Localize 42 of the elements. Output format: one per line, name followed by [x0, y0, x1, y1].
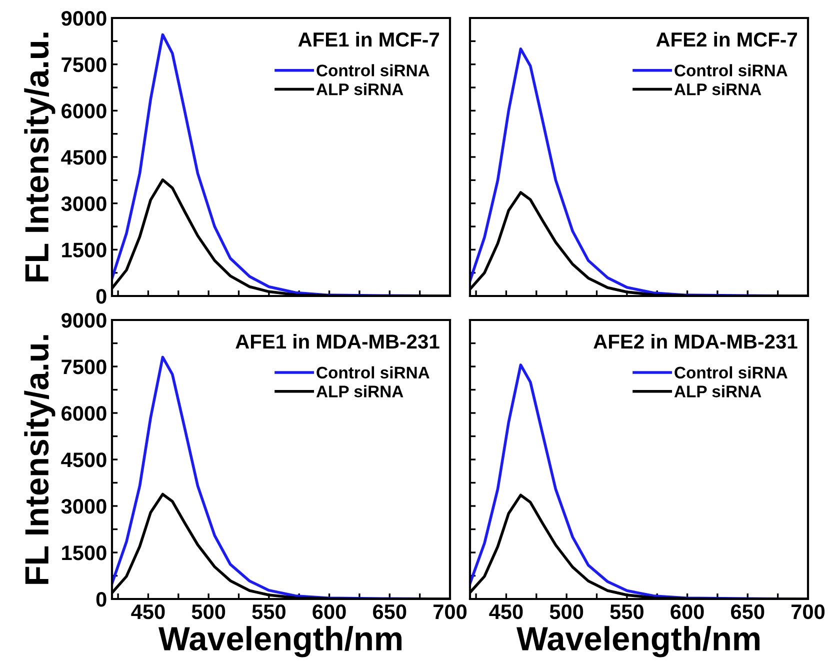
y-tick-label: 3000 [61, 196, 106, 212]
y-tick-label: 4500 [61, 452, 106, 468]
x-tick-label: 550 [252, 604, 286, 620]
x-axis-title: Wavelength/nm [516, 626, 760, 658]
x-tick-label: 600 [670, 604, 704, 620]
y-tick-label: 1500 [62, 242, 106, 258]
text: AFE2 in MDA-MB-231 [594, 334, 798, 349]
legend-label: Control siRNA [316, 64, 430, 76]
y-tick-label: 6000 [62, 104, 106, 118]
y-tick-label: 0 [96, 289, 106, 304]
x-tick-label: 450 [131, 604, 165, 620]
y-tick-label: 9000 [62, 11, 106, 26]
y-tick-label: 4500 [61, 150, 106, 165]
x-axis-title: Wavelength/nm [158, 626, 402, 658]
x-tick-label: 500 [192, 604, 226, 620]
y-tick-label: 1500 [62, 546, 106, 560]
x-tick-label: 550 [610, 604, 644, 620]
legend-label: Control siRNA [674, 366, 788, 379]
y-axis-title: FL Intensity/a.u. [24, 335, 56, 584]
y-tick-label: 6000 [62, 406, 106, 421]
x-tick-label: 500 [550, 604, 584, 620]
text: AFE1 in MCF-7 [298, 32, 439, 47]
x-tick-label: 700 [792, 604, 825, 620]
y-axis-title: FL Intensity/a.u. [24, 32, 56, 282]
legend-label: ALP siRNA [316, 385, 404, 398]
legend-label: Control siRNA [316, 366, 430, 379]
x-tick-label: 450 [489, 604, 523, 620]
legend-label: Control siRNA [674, 64, 788, 76]
legend-label: ALP siRNA [674, 83, 762, 96]
y-tick-label: 3000 [61, 499, 106, 514]
x-tick-label: 650 [373, 604, 406, 620]
x-tick-label: 600 [312, 604, 346, 620]
y-tick-label: 0 [96, 592, 106, 607]
legend-label: ALP siRNA [316, 83, 404, 96]
y-tick-label: 9000 [62, 313, 106, 328]
y-tick-label: 7500 [62, 360, 106, 374]
text: AFE1 in MDA-MB-231 [236, 334, 440, 349]
text: AFE2 in MCF-7 [656, 32, 797, 47]
x-tick-label: 700 [434, 604, 467, 620]
y-tick-label: 7500 [62, 57, 106, 72]
legend-label: ALP siRNA [674, 385, 762, 398]
x-tick-label: 650 [731, 604, 764, 620]
